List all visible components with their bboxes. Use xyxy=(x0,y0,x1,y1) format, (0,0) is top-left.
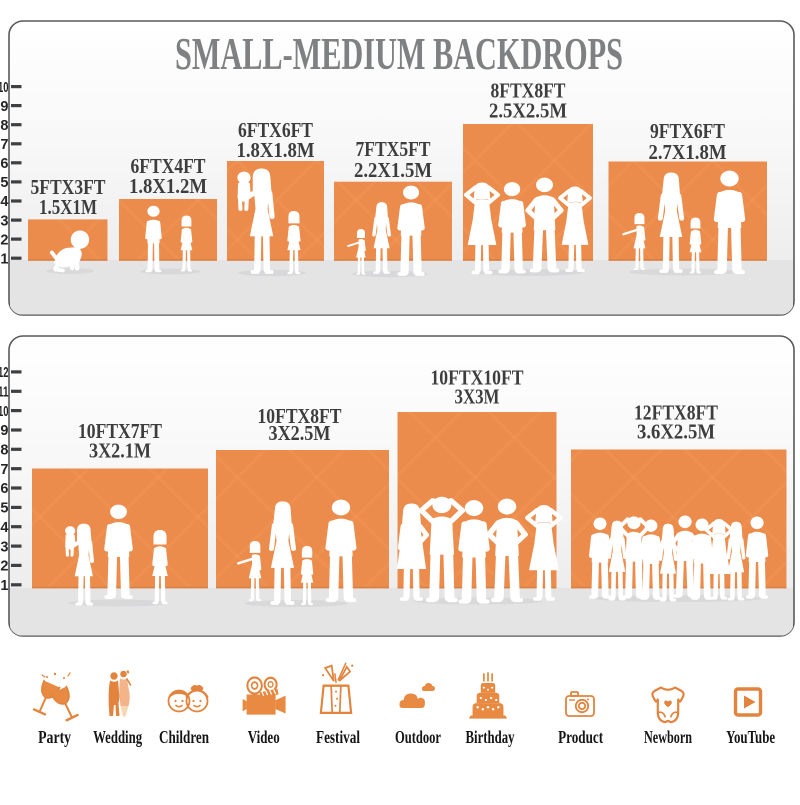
svg-text:Birthday: Birthday xyxy=(466,727,515,747)
svg-text:1: 1 xyxy=(0,578,8,594)
svg-text:2: 2 xyxy=(0,232,8,248)
svg-text:3: 3 xyxy=(0,539,8,555)
svg-text:Children: Children xyxy=(159,727,209,747)
svg-text:3X3M: 3X3M xyxy=(455,385,500,409)
svg-text:6: 6 xyxy=(0,156,8,172)
svg-text:Newborn: Newborn xyxy=(644,727,692,747)
svg-text:10: 10 xyxy=(0,80,9,96)
svg-text:1.8X1.8M: 1.8X1.8M xyxy=(237,138,315,162)
svg-text:Party: Party xyxy=(38,727,71,747)
svg-text:5: 5 xyxy=(0,175,8,191)
svg-text:4: 4 xyxy=(0,194,8,210)
svg-text:6FTX6FT: 6FTX6FT xyxy=(238,118,313,142)
svg-text:10FTX7FT: 10FTX7FT xyxy=(78,419,162,443)
svg-text:3X2.5M: 3X2.5M xyxy=(269,421,331,445)
svg-text:2.5X2.5M: 2.5X2.5M xyxy=(489,99,567,123)
svg-text:3.6X2.5M: 3.6X2.5M xyxy=(637,420,715,444)
svg-text:1.8X1.2M: 1.8X1.2M xyxy=(129,174,207,198)
svg-text:9FTX6FT: 9FTX6FT xyxy=(650,119,725,143)
svg-text:8: 8 xyxy=(0,118,8,134)
svg-text:Wedding: Wedding xyxy=(93,727,142,747)
svg-text:9: 9 xyxy=(0,99,8,115)
svg-text:2.2X1.5M: 2.2X1.5M xyxy=(354,158,432,182)
svg-text:3X2.1M: 3X2.1M xyxy=(89,439,151,463)
svg-text:2: 2 xyxy=(0,559,8,575)
svg-text:5: 5 xyxy=(0,501,8,517)
svg-text:8FTX8FT: 8FTX8FT xyxy=(491,79,566,103)
svg-text:Outdoor: Outdoor xyxy=(395,727,441,747)
svg-text:12FTX8FT: 12FTX8FT xyxy=(634,401,718,425)
svg-text:10FTX8FT: 10FTX8FT xyxy=(258,404,342,428)
svg-text:Festival: Festival xyxy=(316,727,360,747)
svg-text:1.5X1M: 1.5X1M xyxy=(39,195,97,219)
svg-text:9: 9 xyxy=(0,423,8,439)
svg-text:2.7X1.8M: 2.7X1.8M xyxy=(649,140,727,164)
svg-text:YouTube: YouTube xyxy=(726,727,775,747)
svg-text:1: 1 xyxy=(0,251,8,267)
svg-text:6FTX4FT: 6FTX4FT xyxy=(131,154,206,178)
svg-text:7: 7 xyxy=(0,462,8,478)
svg-text:7FTX5FT: 7FTX5FT xyxy=(356,137,431,161)
svg-text:4: 4 xyxy=(0,520,8,536)
svg-text:12: 12 xyxy=(0,365,9,381)
svg-text:7: 7 xyxy=(0,137,8,153)
svg-text:Video: Video xyxy=(248,727,280,747)
svg-text:5FTX3FT: 5FTX3FT xyxy=(31,175,106,199)
svg-text:SMALL-MEDIUM BACKDROPS: SMALL-MEDIUM BACKDROPS xyxy=(175,28,623,79)
svg-text:Product: Product xyxy=(558,727,603,747)
svg-text:10FTX10FT: 10FTX10FT xyxy=(431,366,524,390)
svg-text:11: 11 xyxy=(0,385,9,401)
svg-text:3: 3 xyxy=(0,213,8,229)
svg-text:10: 10 xyxy=(0,404,9,420)
svg-text:8: 8 xyxy=(0,443,8,459)
svg-text:6: 6 xyxy=(0,481,8,497)
